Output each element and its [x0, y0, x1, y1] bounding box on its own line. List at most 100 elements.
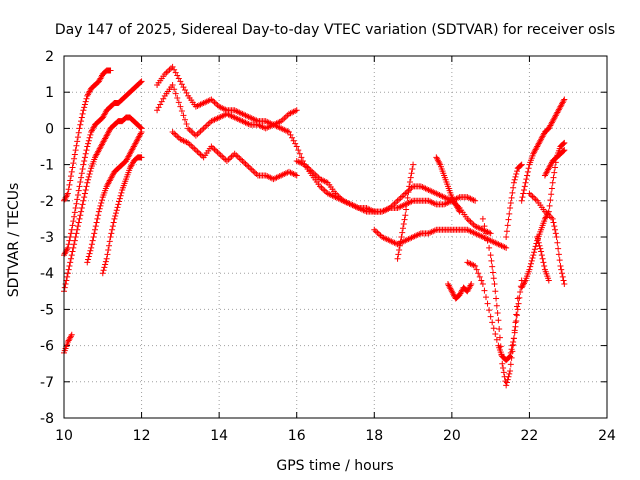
data-point — [233, 152, 240, 159]
data-point — [561, 147, 568, 154]
data-point — [516, 294, 523, 301]
data-point — [79, 165, 86, 172]
data-point — [98, 199, 105, 206]
data-point — [399, 225, 406, 232]
data-point — [220, 155, 227, 162]
data-point — [72, 234, 79, 240]
data-point — [488, 257, 495, 264]
data-point — [558, 266, 565, 273]
data-point — [409, 165, 416, 172]
data-point — [189, 144, 196, 151]
data-point — [74, 192, 81, 199]
series-track-4 — [61, 331, 75, 356]
data-point — [75, 129, 82, 136]
data-point — [490, 275, 497, 282]
data-point — [489, 269, 496, 276]
data-point — [76, 183, 83, 190]
data-point — [403, 206, 410, 213]
data-point — [200, 125, 207, 132]
data-point — [503, 382, 510, 389]
data-point — [74, 226, 81, 233]
data-point — [282, 113, 289, 120]
data-point — [86, 171, 93, 178]
data-point — [481, 223, 488, 230]
data-point — [211, 146, 218, 153]
data-point — [95, 212, 102, 219]
data-point — [84, 259, 91, 266]
data-point — [487, 252, 494, 259]
data-point — [394, 255, 401, 262]
data-point — [64, 192, 71, 199]
data-point — [528, 257, 535, 264]
data-point — [500, 369, 507, 376]
data-point — [472, 262, 479, 269]
data-point — [497, 343, 504, 350]
data-point — [64, 246, 71, 253]
data-point — [185, 125, 192, 132]
data-point — [194, 148, 201, 155]
data-point — [87, 247, 94, 254]
data-point — [100, 267, 107, 274]
data-point — [247, 165, 254, 172]
data-point — [163, 69, 170, 76]
data-point — [391, 200, 398, 207]
data-point — [192, 132, 199, 139]
data-point — [555, 245, 562, 252]
data-point — [87, 168, 94, 175]
data-point — [78, 174, 85, 181]
data-point — [549, 215, 556, 222]
data-point — [68, 252, 75, 259]
data-point — [64, 273, 71, 280]
data-point — [525, 165, 532, 172]
data-point — [77, 121, 84, 128]
data-point — [526, 266, 533, 273]
data-point — [66, 237, 73, 244]
data-point — [106, 238, 113, 245]
data-point — [169, 63, 176, 70]
y-tick-label: 0 — [45, 121, 54, 137]
data-point — [116, 198, 123, 205]
data-point — [209, 144, 216, 151]
data-point — [87, 131, 94, 138]
data-point — [250, 168, 257, 175]
data-point — [519, 194, 526, 201]
data-point — [64, 244, 71, 251]
data-point — [67, 255, 74, 262]
data-point — [112, 210, 119, 217]
y-axis-label: SDTVAR / TECUs — [6, 183, 22, 298]
data-point — [73, 142, 80, 149]
y-tick-label: -1 — [40, 158, 54, 174]
x-tick-label: 24 — [598, 428, 616, 444]
data-point — [406, 186, 413, 193]
data-point — [172, 131, 179, 138]
y-tick-label: 1 — [45, 85, 54, 101]
y-tick-label: -2 — [40, 194, 54, 210]
data-point — [251, 169, 258, 176]
data-point — [65, 266, 72, 273]
data-point — [107, 67, 114, 74]
data-point — [482, 294, 489, 301]
data-point — [172, 90, 179, 97]
data-point — [231, 150, 238, 157]
data-point — [116, 195, 123, 202]
data-point — [484, 237, 491, 244]
data-point — [530, 252, 537, 259]
data-point — [517, 162, 524, 169]
data-point — [561, 281, 568, 288]
data-point — [514, 312, 521, 319]
data-point — [521, 183, 528, 190]
series-track-19 — [518, 96, 568, 204]
data-point — [494, 310, 501, 317]
data-point — [92, 223, 99, 230]
chart-title: Day 147 of 2025, Sidereal Day-to-day VTE… — [55, 22, 615, 38]
data-point — [115, 201, 122, 208]
data-point — [66, 262, 73, 269]
data-point — [531, 194, 538, 201]
series-track-13 — [433, 154, 463, 215]
data-point — [82, 150, 89, 157]
data-point — [213, 100, 220, 107]
data-point — [67, 177, 74, 184]
data-point — [174, 72, 181, 79]
data-point — [508, 354, 515, 361]
data-point — [70, 244, 77, 251]
